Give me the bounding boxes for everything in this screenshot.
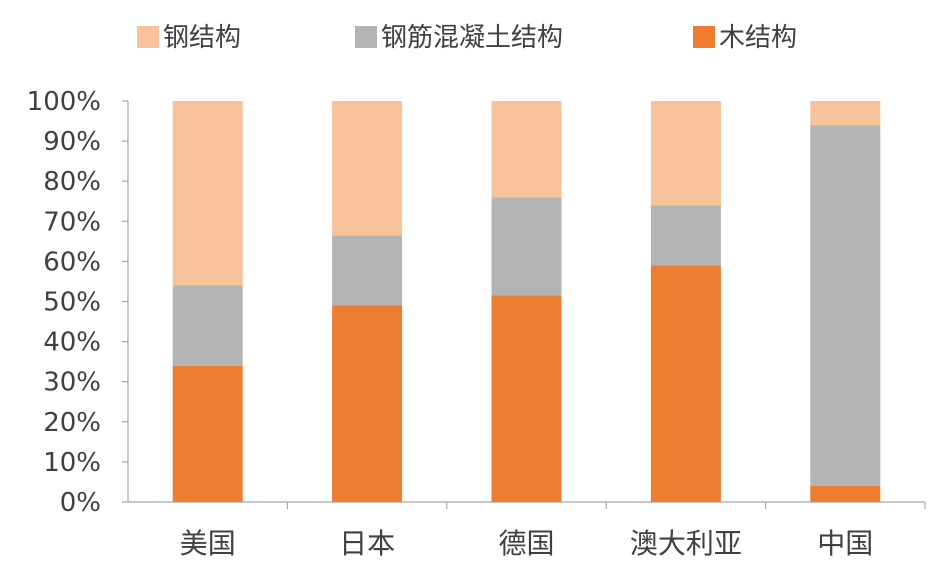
y-tick-label: 60% bbox=[43, 247, 101, 277]
y-tick-label: 70% bbox=[43, 207, 101, 237]
x-category-label: 德国 bbox=[498, 527, 554, 560]
y-tick-label: 100% bbox=[27, 87, 101, 117]
y-tick-label: 20% bbox=[43, 408, 101, 438]
bar-segment-1-cat-4 bbox=[650, 265, 721, 502]
bar-segment-2-cat-2 bbox=[332, 235, 403, 306]
y-tick-label: 40% bbox=[43, 328, 101, 358]
bar-segment-2-cat-1 bbox=[172, 285, 243, 366]
legend-swatch-1 bbox=[137, 26, 159, 48]
y-tick-label: 50% bbox=[43, 288, 101, 318]
x-category-label: 澳大利亚 bbox=[630, 527, 742, 560]
legend: 钢结构 钢筋混凝土结构 木结构 bbox=[137, 23, 797, 53]
legend-swatch-2 bbox=[355, 26, 377, 48]
bar-segment-2-cat-4 bbox=[650, 205, 721, 266]
legend-label-3: 木结构 bbox=[719, 23, 797, 53]
bars bbox=[172, 101, 881, 502]
bar-segment-2-cat-5 bbox=[810, 125, 881, 486]
legend-label-2: 钢筋混凝土结构 bbox=[381, 23, 563, 53]
legend-label-1: 钢结构 bbox=[163, 23, 241, 53]
y-tick-label: 30% bbox=[43, 368, 101, 398]
y-tick-label: 0% bbox=[60, 488, 101, 518]
y-tick-label: 10% bbox=[43, 448, 101, 478]
x-category-label: 日本 bbox=[339, 527, 395, 560]
bar-segment-2-cat-3 bbox=[491, 197, 562, 296]
axes: 0% 10% 20% 30% 40% 50% 60% 70% 80% 90% 100% 美国 日本 德国 澳… bbox=[27, 87, 926, 560]
bar-segment-3-cat-1 bbox=[172, 101, 243, 286]
bar-segment-3-cat-5 bbox=[810, 101, 881, 126]
y-tick-label: 80% bbox=[43, 167, 101, 197]
x-category-label: 中国 bbox=[817, 527, 873, 560]
legend-swatch-3 bbox=[693, 26, 715, 48]
y-tick-label: 90% bbox=[43, 127, 101, 157]
bar-segment-1-cat-5 bbox=[810, 485, 881, 502]
bar-segment-3-cat-3 bbox=[491, 101, 562, 198]
x-category-label: 美国 bbox=[180, 527, 236, 560]
bar-segment-1-cat-2 bbox=[332, 305, 403, 502]
bar-segment-1-cat-1 bbox=[172, 365, 243, 502]
bar-segment-3-cat-2 bbox=[332, 101, 403, 236]
bar-segment-3-cat-4 bbox=[650, 101, 721, 206]
bar-segment-1-cat-3 bbox=[491, 295, 562, 502]
